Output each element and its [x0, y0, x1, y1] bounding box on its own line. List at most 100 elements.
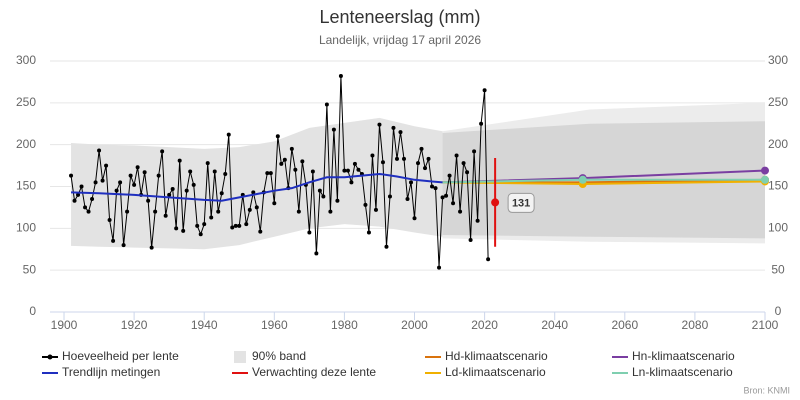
x-tick-label: 2080	[682, 318, 709, 332]
legend-symbol	[47, 354, 53, 360]
source: Bron: KNMI	[743, 385, 790, 395]
data-point	[170, 187, 175, 192]
data-point	[377, 122, 382, 127]
data-point	[430, 184, 435, 189]
data-point	[251, 190, 256, 195]
data-point	[265, 171, 270, 176]
data-point	[465, 170, 470, 175]
data-point	[342, 168, 347, 173]
x-tick-label: 1980	[331, 318, 358, 332]
trend-line	[70, 172, 443, 202]
data-point	[458, 209, 463, 214]
data-point	[181, 228, 186, 233]
data-point	[475, 218, 480, 223]
data-point	[118, 180, 123, 185]
data-point	[114, 188, 119, 193]
data-point	[160, 149, 165, 154]
data-point	[219, 191, 224, 196]
y2-tick-label: 150	[768, 179, 788, 193]
data-point	[394, 156, 399, 161]
data-point	[104, 163, 109, 168]
data-point	[223, 171, 228, 176]
data-point	[202, 222, 207, 227]
y2-tick-label: 0	[775, 304, 782, 318]
x-tick-label: 2060	[611, 318, 638, 332]
data-point	[472, 149, 477, 154]
data-point	[258, 229, 263, 234]
data-point	[97, 148, 102, 153]
y-tick-label: 300	[16, 53, 36, 67]
data-point	[451, 201, 456, 206]
data-point	[268, 171, 273, 176]
data-point	[69, 173, 74, 178]
legend-label: Ln-klimaatscenario	[632, 365, 733, 379]
data-point	[121, 243, 126, 248]
data-point	[142, 170, 147, 175]
data-point	[174, 226, 179, 231]
data-point	[419, 146, 424, 151]
data-point	[373, 207, 378, 212]
data-point	[335, 198, 340, 203]
data-point	[107, 217, 112, 222]
data-point	[279, 161, 284, 166]
y-tick-label: 50	[23, 262, 37, 276]
data-point	[468, 238, 473, 243]
y-tick-label: 0	[29, 304, 36, 318]
legend-label: Hn-klimaatscenario	[632, 349, 735, 363]
data-point	[324, 102, 329, 107]
scenario-marker	[761, 175, 769, 184]
precipitation-line	[70, 76, 489, 268]
data-point	[195, 223, 200, 228]
data-point	[72, 198, 77, 203]
data-point	[349, 180, 354, 185]
data-point	[412, 216, 417, 221]
data-point	[233, 223, 238, 228]
data-point	[321, 194, 326, 199]
data-point	[363, 202, 368, 207]
forecast-point	[491, 198, 500, 207]
chart-subtitle: Landelijk, vrijdag 17 april 2026	[319, 33, 481, 47]
data-point	[93, 180, 98, 185]
legend-symbol	[234, 351, 246, 363]
data-point	[461, 161, 466, 166]
y2-tick-label: 250	[768, 95, 788, 109]
data-point	[230, 225, 235, 230]
data-point	[188, 169, 193, 174]
forecast-label: 131	[512, 197, 530, 209]
data-point	[317, 188, 322, 193]
x-tick-label: 2020	[471, 318, 498, 332]
x-tick-label: 2000	[401, 318, 428, 332]
data-point	[272, 201, 277, 206]
data-point	[191, 182, 196, 187]
band	[71, 117, 443, 250]
data-point	[401, 156, 406, 161]
data-point	[128, 173, 133, 178]
x-tick-label: 1920	[121, 318, 148, 332]
data-point	[237, 223, 242, 228]
legend-label: Ld-klimaatscenario	[445, 365, 546, 379]
data-point	[398, 130, 403, 135]
data-point	[409, 180, 414, 185]
data-point	[296, 209, 301, 214]
y2-tick-label: 50	[771, 262, 785, 276]
legend-label: Verwachting deze lente	[252, 365, 376, 379]
data-point	[226, 132, 231, 137]
data-point	[83, 205, 88, 210]
data-point	[205, 161, 210, 166]
x-tick-label: 2100	[752, 318, 779, 332]
data-point	[310, 169, 315, 174]
data-point	[405, 197, 410, 202]
data-point	[177, 158, 182, 163]
data-point	[380, 160, 385, 165]
data-point	[370, 153, 375, 158]
data-point	[479, 121, 484, 126]
legend-label: 90% band	[252, 349, 306, 363]
data-point	[440, 195, 445, 200]
x-tick-label: 1960	[261, 318, 288, 332]
y2-tick-label: 200	[768, 137, 788, 151]
data-point	[184, 188, 189, 193]
legend-label: Trendlijn metingen	[62, 365, 160, 379]
data-point	[275, 134, 280, 139]
y-tick-label: 250	[16, 95, 36, 109]
